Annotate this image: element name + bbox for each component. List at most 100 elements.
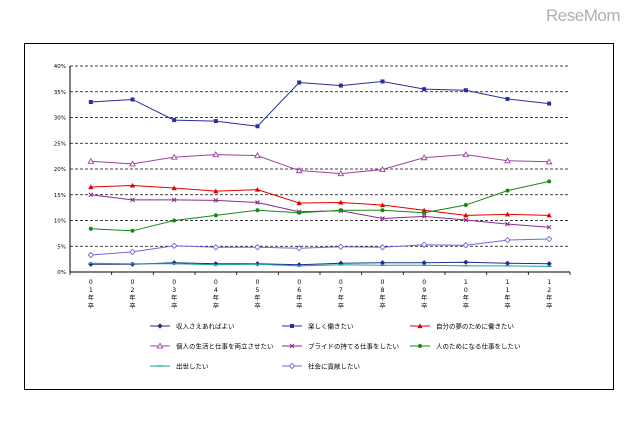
- data-point: [130, 228, 135, 233]
- y-tick-label: 40%: [54, 64, 66, 70]
- data-point: [130, 97, 135, 102]
- data-point: [504, 211, 511, 217]
- data-point: [129, 182, 136, 188]
- series-line: [90, 80, 550, 127]
- series-line: [90, 180, 550, 232]
- legend-label: 社会に貢献したい: [308, 362, 360, 371]
- y-tick-label: 0%: [57, 270, 66, 276]
- legend-marker: [157, 323, 163, 329]
- data-point: [463, 203, 468, 208]
- data-point: [170, 153, 178, 160]
- data-point: [380, 208, 385, 213]
- y-tick-label: 30%: [54, 116, 66, 122]
- data-point: [88, 100, 93, 105]
- data-point: [170, 242, 178, 249]
- series-line: [90, 262, 550, 267]
- data-point: [337, 243, 345, 251]
- data-point: [87, 157, 95, 164]
- data-point: [337, 170, 345, 177]
- data-point: [422, 210, 427, 215]
- data-point: [296, 200, 302, 206]
- y-tick-label: 25%: [54, 141, 66, 147]
- data-point: [379, 165, 386, 173]
- data-point: [380, 216, 385, 221]
- legend-marker: [418, 344, 422, 348]
- data-point: [87, 251, 95, 259]
- data-point: [88, 184, 94, 190]
- data-point: [420, 154, 428, 161]
- data-point: [254, 152, 261, 159]
- data-point: [213, 188, 219, 194]
- data-point: [546, 261, 552, 267]
- legend-label: 人のためになる仕事をしたい: [436, 342, 521, 351]
- data-point: [255, 200, 260, 205]
- data-point: [254, 187, 261, 192]
- x-tick-label: 0 9 年卒: [421, 279, 427, 310]
- data-point: [213, 198, 219, 203]
- data-point: [297, 210, 302, 215]
- x-tick-label: 1 0 年卒: [463, 279, 469, 310]
- data-point: [296, 262, 302, 268]
- data-point: [379, 260, 386, 266]
- x-tick-label: 1 2 年卒: [546, 279, 552, 310]
- data-point: [422, 87, 427, 92]
- data-point: [255, 208, 260, 213]
- data-point: [212, 244, 220, 251]
- y-tick-label: 20%: [54, 167, 66, 173]
- y-tick-label: 35%: [54, 90, 66, 96]
- data-point: [295, 245, 303, 252]
- data-point: [504, 260, 511, 266]
- data-point: [421, 207, 427, 213]
- x-tick-label: 0 5 年卒: [254, 279, 260, 310]
- data-point: [420, 241, 428, 248]
- data-point: [463, 212, 469, 218]
- legend-marker: [289, 343, 295, 349]
- data-point: [172, 118, 177, 123]
- data-point: [88, 192, 94, 198]
- x-tick-label: 0 8 年卒: [379, 279, 385, 310]
- data-point: [463, 259, 469, 265]
- x-tick-label: 0 3 年卒: [171, 279, 177, 310]
- data-point: [213, 119, 218, 124]
- data-point: [129, 160, 136, 167]
- legend-label: 楽しく働きたい: [308, 322, 354, 331]
- data-point: [338, 199, 344, 205]
- x-tick-label: 1 1 年卒: [504, 279, 510, 310]
- series-line: [90, 238, 550, 256]
- data-point: [547, 101, 552, 106]
- y-tick-label: 10%: [54, 219, 66, 225]
- data-point: [88, 261, 94, 267]
- data-point: [545, 158, 553, 165]
- data-point: [338, 208, 343, 213]
- x-tick-label: 0 4 年卒: [213, 279, 219, 310]
- data-point: [213, 261, 219, 267]
- data-point: [130, 197, 135, 203]
- data-point: [295, 167, 303, 174]
- data-point: [255, 124, 260, 129]
- data-point: [171, 260, 177, 266]
- legend-marker: [290, 324, 294, 328]
- data-point: [505, 221, 510, 227]
- data-point: [88, 226, 93, 231]
- data-point: [547, 179, 552, 184]
- data-point: [172, 218, 177, 223]
- series-line: [90, 261, 550, 266]
- data-point: [463, 217, 469, 223]
- legend-label: 自分の夢のために働きたい: [436, 322, 514, 331]
- x-tick-label: 0 6 年卒: [296, 279, 302, 310]
- data-point: [504, 157, 511, 164]
- data-point: [546, 224, 552, 230]
- data-point: [505, 188, 510, 193]
- legend-marker: [288, 362, 296, 370]
- legend-label: 収入さえあればよい: [176, 322, 235, 331]
- data-point: [129, 248, 136, 256]
- x-tick-label: 0 2 年卒: [129, 279, 135, 310]
- legend-marker: [156, 342, 164, 349]
- data-point: [504, 236, 511, 244]
- data-point: [546, 212, 552, 218]
- x-tick-label: 0 7 年卒: [338, 279, 344, 310]
- chart-frame: [24, 43, 614, 390]
- data-point: [421, 214, 427, 219]
- x-tick-label: 0 1 年卒: [88, 279, 94, 310]
